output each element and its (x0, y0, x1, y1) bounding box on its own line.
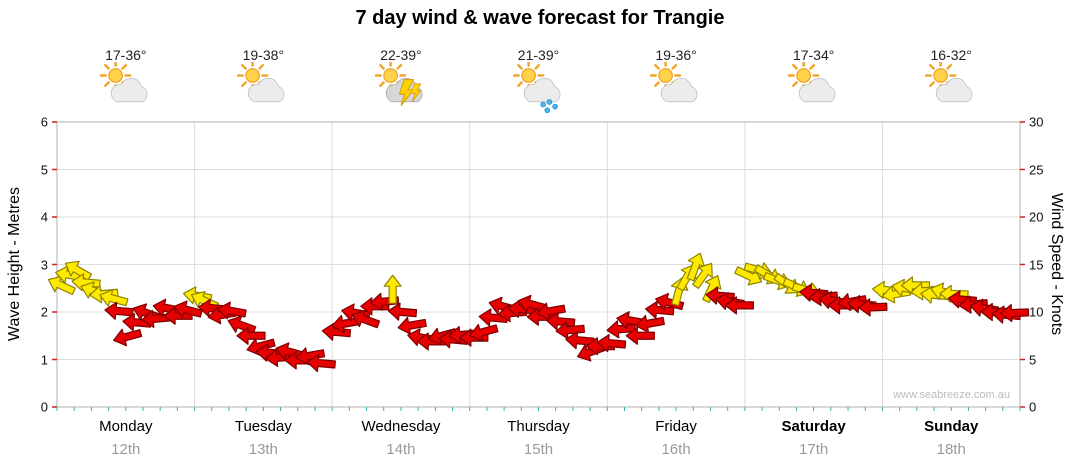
wind-arrow (306, 353, 336, 373)
wind-arrow (686, 252, 705, 282)
left-axis-tick-label: 1 (40, 352, 48, 367)
watermark: www.seabreeze.com.au (893, 389, 1010, 401)
weather-icon-sun-cloud (925, 59, 977, 116)
wind-arrow (596, 334, 627, 353)
chart-title: 7 day wind & wave forecast for Trangie (355, 7, 725, 29)
temperature-label: 17-36° (105, 47, 147, 63)
left-axis-tick-label: 5 (40, 162, 48, 177)
weather-icon-sun-cloud (787, 59, 840, 116)
temperature-label: 19-38° (242, 47, 285, 63)
right-axis-tick-label: 25 (1029, 162, 1044, 177)
left-axis-tick-label: 2 (40, 304, 48, 320)
wind-arrow (47, 275, 76, 296)
date-label: 12th (111, 441, 141, 458)
wind-arrow (900, 276, 931, 295)
cloud-icon (660, 77, 698, 103)
wind-arrow (104, 301, 134, 320)
raindrops-icon (539, 99, 558, 114)
wind-arrow (655, 292, 685, 311)
wind-arrow (999, 303, 1030, 323)
temperature-label: 19-36° (655, 47, 697, 63)
right-axis-tick-label: 0 (1029, 399, 1037, 415)
wind-arrow (99, 289, 129, 307)
date-label: 14th (386, 441, 416, 458)
wind-arrow (692, 262, 713, 290)
wind-arrow (858, 298, 888, 317)
date-label: 17th (799, 441, 829, 458)
cloud-icon (936, 77, 973, 103)
day-label: Friday (655, 418, 697, 435)
right-axis-tick-label: 5 (1029, 352, 1037, 367)
wind-arrow (517, 294, 547, 313)
wind-arrow (321, 322, 352, 341)
wind-arrow (469, 323, 499, 342)
left-axis-tick-label: 4 (40, 209, 48, 225)
left-axis-tick-label: 0 (40, 399, 48, 415)
right-axis-tick-label: 30 (1029, 114, 1044, 130)
weather-icon-storm (374, 59, 427, 116)
wind-arrow (113, 328, 143, 347)
day-label: Wednesday (361, 418, 441, 435)
date-label: 16th (661, 441, 691, 458)
date-label: 15th (523, 441, 554, 458)
wind-arrow (536, 302, 566, 321)
wind-arrow (625, 326, 655, 345)
wind-arrow (397, 316, 427, 335)
wind-arrow (275, 342, 305, 360)
right-axis-tick-label: 10 (1029, 304, 1044, 320)
left-axis-tick-label: 3 (40, 257, 48, 272)
weather-icon-rain-sun (512, 59, 565, 116)
temperature-label: 22-39° (380, 47, 422, 63)
day-label: Thursday (507, 418, 570, 435)
left-axis-tick-label: 6 (40, 114, 48, 130)
right-axis-tick-label: 20 (1029, 209, 1044, 225)
lightning-icon (398, 79, 422, 106)
wind-arrow (236, 326, 266, 345)
wind-arrow (227, 315, 257, 334)
right-axis-tick-label: 15 (1029, 257, 1044, 272)
temperature-label: 21-39° (517, 47, 560, 63)
wind-arrow (387, 302, 418, 321)
weather-icon-sun-cloud (649, 59, 702, 116)
cloud-icon (110, 77, 148, 103)
wind-arrow (64, 260, 93, 281)
temperature-label: 16-32° (930, 47, 972, 63)
day-label: Monday (99, 418, 153, 435)
day-label: Sunday (924, 418, 979, 435)
wind-arrow (351, 309, 381, 329)
date-label: 13th (248, 441, 278, 458)
wind-arrow (217, 301, 247, 320)
wind-arrow (724, 296, 754, 315)
wind-arrow (295, 347, 326, 366)
day-label: Saturday (781, 418, 846, 435)
cloud-icon (523, 77, 560, 103)
wind-arrow (545, 312, 576, 331)
cloud-icon (798, 77, 836, 103)
wind-arrow (645, 300, 675, 319)
cloud-icon (248, 77, 285, 103)
date-label: 18th (936, 441, 966, 458)
wind-arrow (383, 274, 402, 304)
weather-icon-sun-cloud (99, 59, 152, 116)
weather-icon-sun-cloud (237, 59, 289, 116)
wind-arrow (173, 300, 203, 319)
day-label: Tuesday (234, 418, 292, 435)
wind-arrow (555, 321, 585, 340)
temperature-label: 17-34° (792, 47, 835, 63)
wind-arrow (635, 314, 665, 333)
wind-arrow (565, 331, 595, 350)
